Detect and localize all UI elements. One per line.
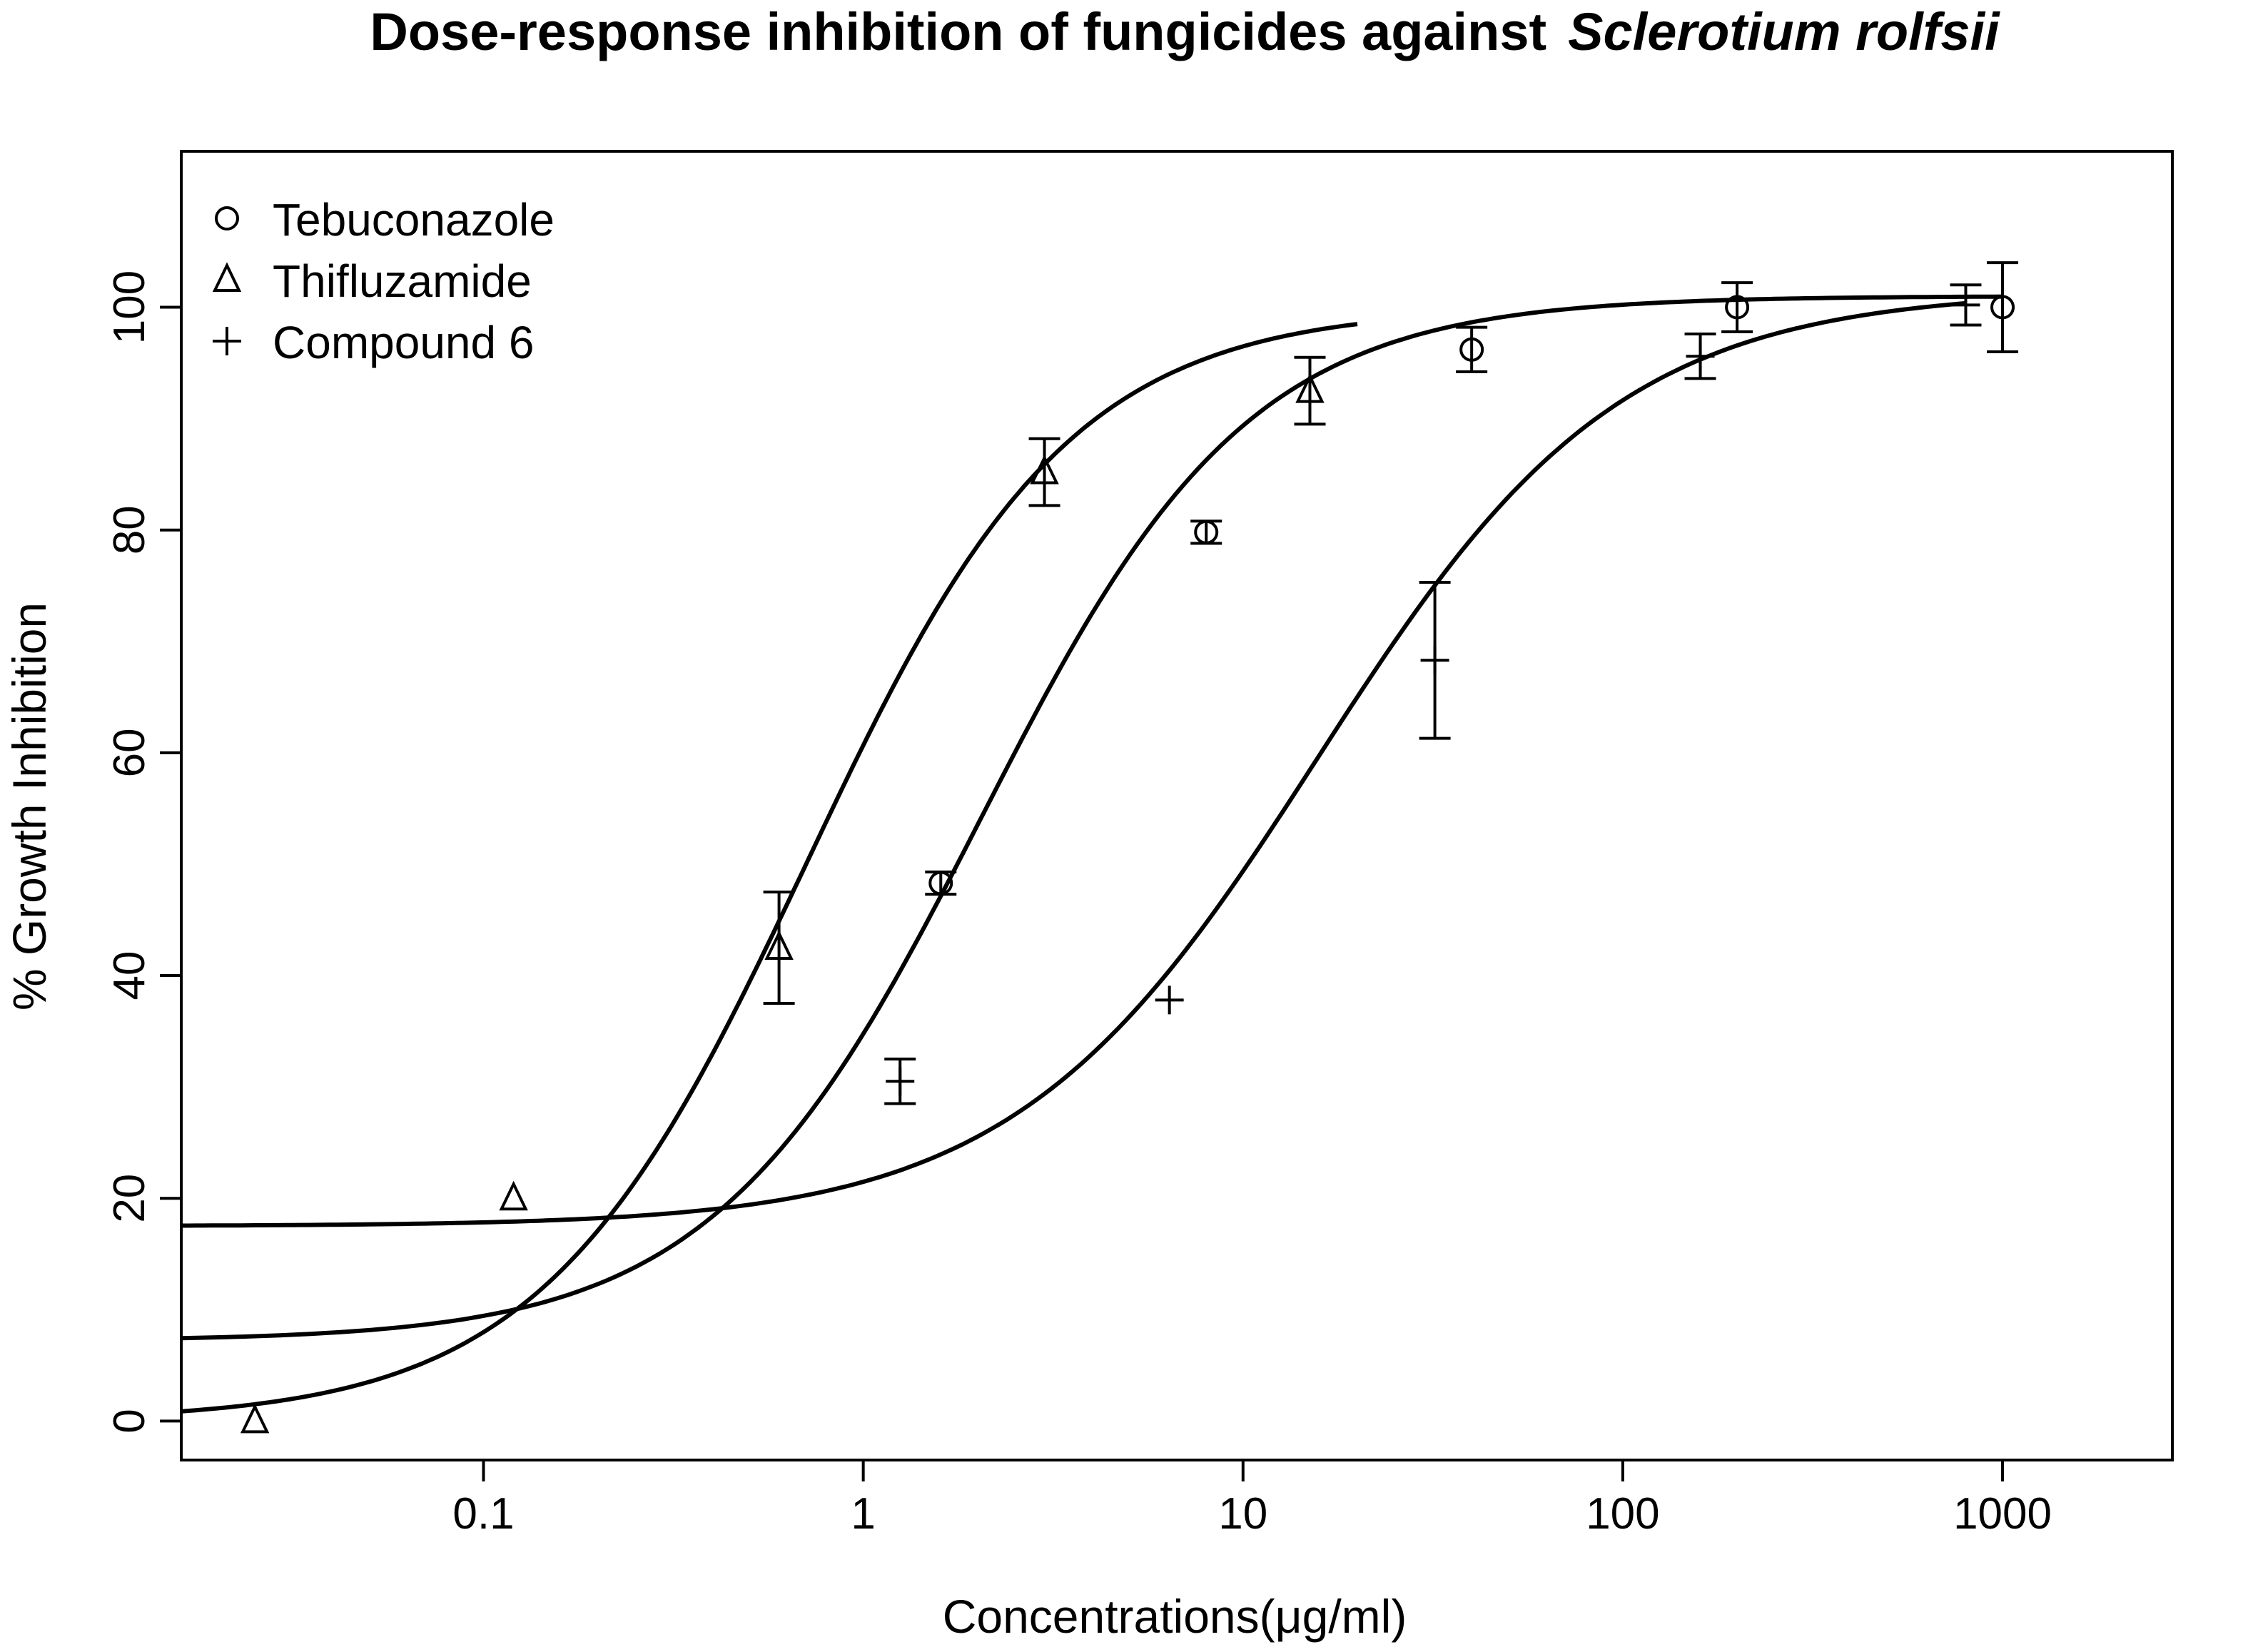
x-tick-label: 100	[1586, 1489, 1659, 1539]
data-point	[764, 930, 794, 961]
data-point	[1155, 985, 1184, 1015]
legend-marker	[212, 262, 242, 292]
error-bar	[1721, 281, 1753, 333]
y-tick-label: 100	[105, 270, 154, 344]
fit-curve-compound-6	[181, 300, 1966, 1228]
y-tick-label: 0	[105, 1409, 154, 1433]
y-axis-label: % Growth Inhibition	[3, 602, 56, 1010]
plot-frame	[180, 150, 2174, 1461]
chart-title: Dose-response inhibition of fungicides a…	[370, 2, 2000, 61]
legend-marker	[215, 206, 239, 230]
error-bar	[1987, 261, 2019, 353]
y-tick-label: 80	[105, 505, 154, 554]
data-point	[886, 1067, 915, 1096]
error-bar	[1028, 437, 1060, 507]
error-bar	[1294, 355, 1326, 426]
x-tick-label: 0.1	[452, 1489, 514, 1539]
legend-label: Thifluzamide	[273, 255, 532, 307]
data-point	[1725, 295, 1750, 320]
data-points	[240, 261, 2019, 1434]
data-point	[928, 871, 953, 896]
data-point	[1686, 342, 1715, 371]
x-tick-label: 1	[851, 1489, 875, 1539]
legend-label: Tebuconazole	[273, 194, 555, 245]
x-tick-label: 10	[1218, 1489, 1267, 1539]
y-tick-label: 20	[105, 1174, 154, 1223]
error-bar	[763, 890, 795, 1005]
data-point	[1194, 520, 1219, 544]
data-point	[499, 1180, 528, 1211]
data-point	[1990, 295, 2015, 320]
data-point	[1459, 337, 1484, 362]
data-point	[1420, 646, 1449, 675]
x-axis: 0.1 1 10 100 1000	[452, 1460, 2052, 1539]
y-axis: 0 20 40 60 80 100	[105, 270, 181, 1434]
fit-curves	[181, 294, 2003, 1414]
error-bar	[1456, 325, 1488, 374]
data-point	[1951, 290, 1980, 320]
data-point	[1295, 373, 1325, 403]
legend-marker	[213, 327, 241, 355]
legend: Tebuconazole Thifluzamide Compound 6	[212, 194, 555, 368]
x-tick-label: 1000	[1953, 1489, 2052, 1539]
y-tick-label: 40	[105, 951, 154, 1000]
legend-label: Compound 6	[273, 317, 534, 368]
fit-curve-thifluzamide	[181, 322, 1358, 1414]
fit-curve-tebuconazole	[181, 294, 2003, 1341]
data-point	[240, 1403, 270, 1434]
y-tick-label: 60	[105, 728, 154, 777]
data-point	[1030, 454, 1059, 485]
x-axis-label: Concentrations(μg/ml)	[943, 1590, 1407, 1643]
